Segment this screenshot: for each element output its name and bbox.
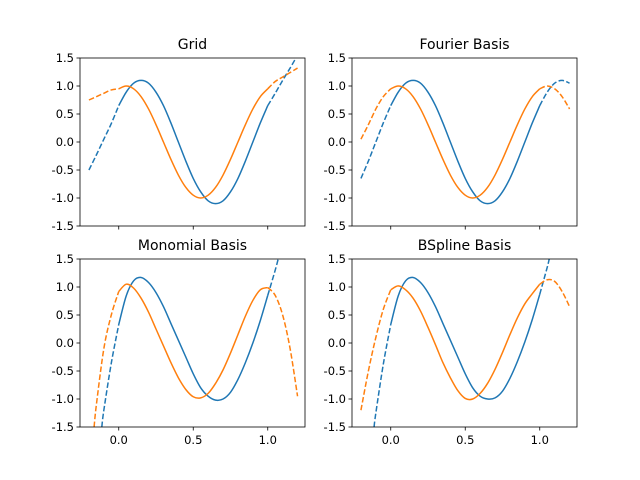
y-tick-label: 1.0 bbox=[328, 280, 346, 294]
series-1-dashed-left bbox=[88, 105, 120, 171]
x-tick-label: 0.5 bbox=[184, 433, 202, 447]
y-tick-label: -0.5 bbox=[324, 364, 346, 378]
series-1-dashed-left bbox=[360, 105, 392, 179]
y-tick-label: -0.5 bbox=[52, 163, 74, 177]
y-tick-label: -1.5 bbox=[52, 420, 74, 434]
y-tick-label: 1.0 bbox=[56, 280, 74, 294]
x-tick-label: 0.0 bbox=[382, 433, 400, 447]
y-tick-label: -1.0 bbox=[324, 392, 346, 406]
series-2-solid-mid bbox=[118, 283, 268, 399]
y-tick-label: 0.5 bbox=[56, 308, 74, 322]
plot-area bbox=[360, 259, 571, 427]
plot-area bbox=[88, 58, 298, 205]
y-tick-label: -0.5 bbox=[52, 364, 74, 378]
subplot-title: Monomial Basis bbox=[138, 238, 247, 254]
subplot-3: Monomial Basis 1.5 1.0 0.5 0.0 -0.5 -1.0 -1.5 0.… bbox=[52, 238, 306, 447]
series-1-dashed-right bbox=[267, 58, 297, 106]
y-tick-label: 0.5 bbox=[56, 107, 74, 121]
y-tick-label: 0.0 bbox=[56, 135, 74, 149]
series-2-dashed-right bbox=[539, 278, 571, 307]
series-1-dashed-right bbox=[539, 79, 570, 106]
y-tick-label: 1.0 bbox=[56, 79, 74, 93]
series-2-dashed-right bbox=[539, 85, 571, 110]
subplot-2: Fourier Basis 1.5 1.0 0.5 0.0 -0.5 -1.0 -1.5 bbox=[324, 37, 578, 233]
y-tick-label: 0.0 bbox=[328, 336, 346, 350]
subplot-title: Fourier Basis bbox=[419, 37, 509, 53]
subplot-title: BSpline Basis bbox=[418, 238, 512, 254]
y-tick-label: 1.0 bbox=[328, 79, 346, 93]
y-tick-label: -1.5 bbox=[52, 219, 74, 233]
series-1-solid-mid bbox=[390, 79, 541, 205]
series-1-dashed-right bbox=[267, 259, 279, 296]
x-tick-label: 1.0 bbox=[259, 433, 277, 447]
series-2-dashed-left bbox=[360, 88, 392, 140]
series-2-dashed-right bbox=[267, 287, 299, 397]
series-2-solid-mid bbox=[118, 85, 269, 199]
subplot-1: Grid 1.5 1.0 0.5 0.0 -0.5 -1.0 -1.5 bbox=[52, 37, 306, 233]
series-2-dashed-left bbox=[360, 289, 392, 411]
subplot-title: Grid bbox=[178, 37, 207, 53]
plot-area bbox=[93, 259, 299, 427]
axes-frame bbox=[351, 57, 578, 227]
series-2-dashed-right bbox=[267, 67, 298, 90]
series-1-dashed-right bbox=[539, 259, 550, 295]
series-1-solid-mid bbox=[118, 276, 269, 402]
x-tick-label: 0.0 bbox=[110, 433, 128, 447]
subplot-4: BSpline Basis 1.5 1.0 0.5 0.0 -0.5 -1.0 -1.5 0.0… bbox=[324, 238, 578, 447]
y-tick-label: 1.5 bbox=[56, 51, 74, 65]
series-1-dashed-left bbox=[373, 324, 392, 427]
y-tick-label: 0.5 bbox=[328, 308, 346, 322]
axes-frame bbox=[79, 57, 306, 227]
y-tick-label: 1.5 bbox=[328, 252, 346, 266]
y-tick-label: -1.5 bbox=[324, 219, 346, 233]
series-2-dashed-left bbox=[88, 88, 119, 101]
y-tick-label: 1.5 bbox=[56, 252, 74, 266]
series-1-solid-mid bbox=[390, 276, 541, 400]
series-1-solid-mid bbox=[118, 79, 269, 205]
x-tick-label: 1.0 bbox=[531, 433, 549, 447]
plot-area bbox=[360, 79, 571, 205]
y-tick-label: 0.0 bbox=[56, 336, 74, 350]
y-tick-label: -1.5 bbox=[324, 420, 346, 434]
series-2-solid-mid bbox=[390, 85, 541, 199]
y-tick-label: 1.5 bbox=[328, 51, 346, 65]
y-tick-label: -1.0 bbox=[52, 191, 74, 205]
y-tick-label: -1.0 bbox=[52, 392, 74, 406]
series-1-dashed-left bbox=[101, 324, 120, 427]
x-tick-label: 0.5 bbox=[456, 433, 474, 447]
series-2-dashed-left bbox=[93, 291, 120, 427]
y-tick-label: 0.0 bbox=[328, 135, 346, 149]
series-2-solid-mid bbox=[390, 283, 541, 401]
y-tick-label: -0.5 bbox=[324, 163, 346, 177]
y-tick-label: -1.0 bbox=[324, 191, 346, 205]
y-tick-label: 0.5 bbox=[328, 107, 346, 121]
